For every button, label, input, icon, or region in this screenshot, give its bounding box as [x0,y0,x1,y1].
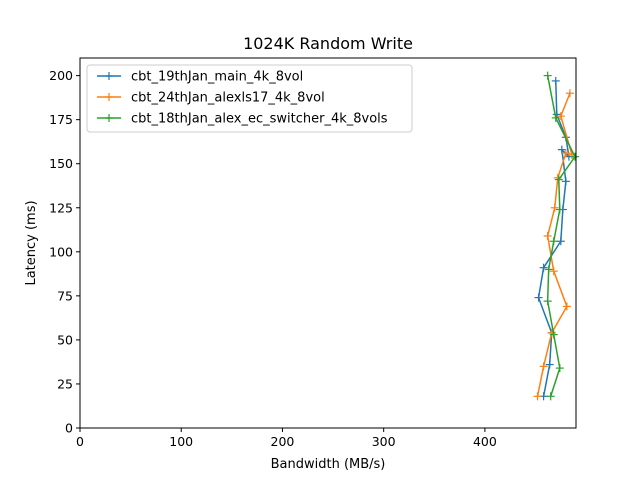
series-layer [533,71,579,401]
x-tick-label: 100 [169,434,193,449]
y-tick-label: 125 [49,200,73,215]
data-point [539,362,548,371]
data-point [554,175,563,184]
x-tick-label: 400 [473,434,497,449]
data-point [543,71,552,80]
legend-label: cbt_19thJan_main_4k_8vol [131,70,303,85]
x-axis-label: Bandwidth (MB/s) [271,457,386,472]
data-point [556,112,565,121]
data-point [549,267,558,276]
data-point [550,203,559,212]
data-point [551,76,560,85]
series-3 [543,71,579,401]
legend-item: cbt_18thJan_alex_ec_switcher_4k_8vols [97,112,388,127]
data-point [543,297,552,306]
data-point [547,328,556,337]
y-tick-label: 200 [49,68,73,83]
x-axis-ticks: 0 100 200 300 400 [76,428,497,449]
y-tick-label: 0 [65,421,73,436]
data-point [555,364,564,373]
data-point [545,360,554,369]
data-point [556,237,565,246]
x-tick-label: 200 [271,434,295,449]
data-point [562,302,571,311]
legend-box [86,64,413,133]
data-point [570,152,579,161]
y-tick-label: 75 [57,288,73,303]
data-point [561,149,570,158]
legend-item: cbt_24thJan_alexls17_4k_8vol [97,91,325,106]
data-point [549,237,558,246]
y-tick-label: 175 [49,112,73,127]
y-axis-label: Latency (ms) [24,200,39,285]
y-axis-ticks: 0 25 50 75 100 125 150 175 200 [49,68,80,436]
legend-label: cbt_18thJan_alex_ec_switcher_4k_8vols [131,112,388,127]
legend-label: cbt_24thJan_alexls17_4k_8vol [131,91,325,106]
data-point [534,293,543,302]
data-point [543,231,552,240]
data-point [565,89,574,98]
data-point [561,177,570,186]
data-point [557,145,566,154]
data-point [549,330,558,339]
x-tick-label: 300 [372,434,396,449]
data-point [533,392,542,401]
data-point [546,392,555,401]
chart-title: 1024K Random Write [243,34,413,53]
plot-frame [79,57,577,429]
data-point [551,113,560,122]
x-tick-label: 0 [76,434,84,449]
legend-item: cbt_19thJan_main_4k_8vol [97,70,303,85]
y-tick-label: 100 [49,244,73,259]
data-point [555,205,564,214]
legend: cbt_19thJan_main_4k_8vol cbt_24thJan_alex… [86,64,413,133]
y-tick-label: 25 [57,376,73,391]
y-tick-label: 150 [49,156,73,171]
data-point [552,110,561,119]
data-point [539,263,548,272]
data-point [544,265,553,274]
y-tick-label: 50 [57,332,73,347]
